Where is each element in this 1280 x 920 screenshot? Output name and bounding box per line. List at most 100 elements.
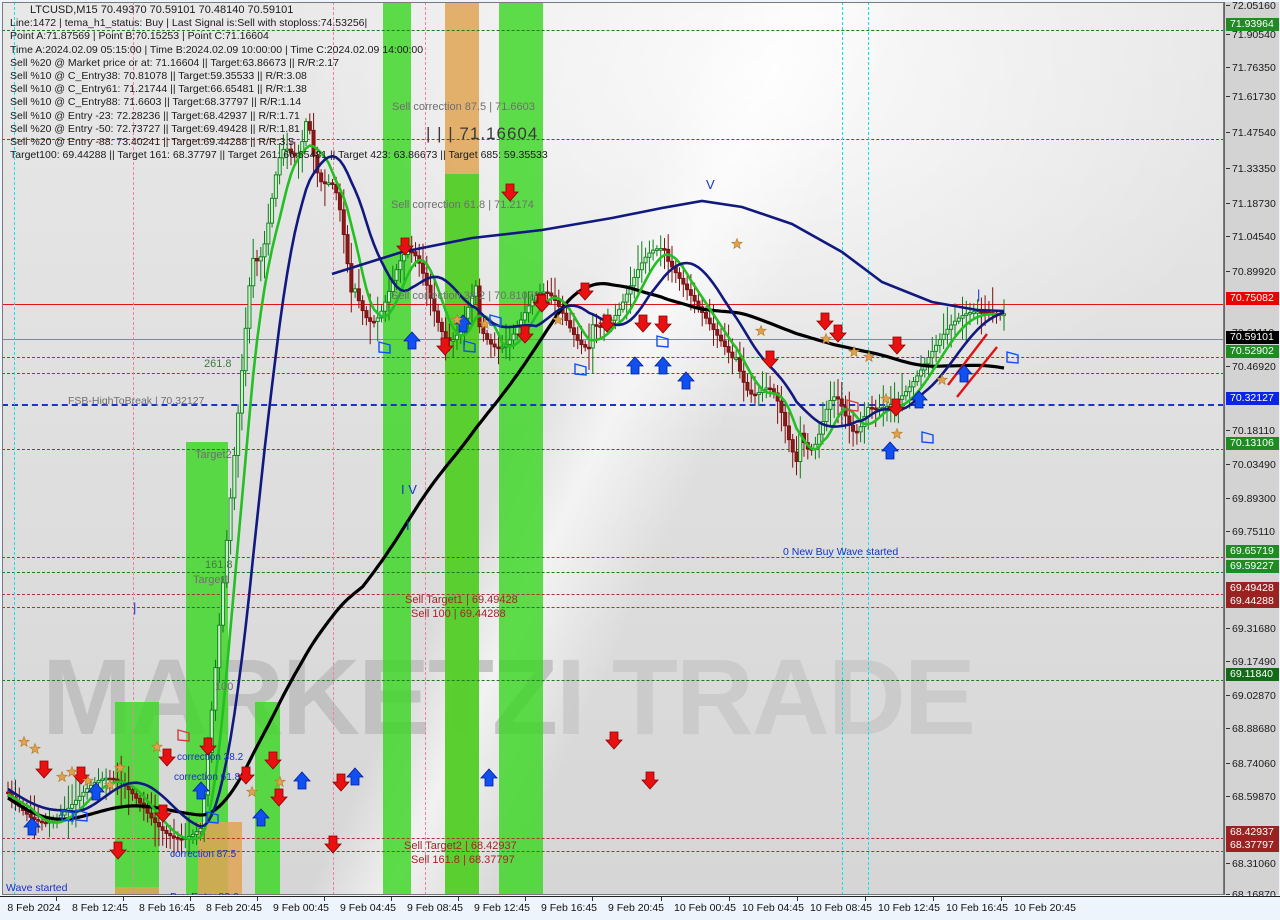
time-sep-3 bbox=[190, 897, 191, 901]
session-band-3 bbox=[499, 2, 543, 895]
time-sep-5 bbox=[324, 897, 325, 901]
buy-arrow-icon bbox=[346, 767, 364, 786]
time-sep-15 bbox=[1001, 897, 1002, 901]
time-tick-6: 9 Feb 08:45 bbox=[406, 902, 464, 914]
symbol-ohlc-line: LTCUSD,M15 70.49370 70.59101 70.48140 70… bbox=[30, 4, 294, 16]
time-marker-1 bbox=[133, 2, 134, 895]
flag-marker-icon bbox=[177, 729, 190, 742]
session-band-7 bbox=[198, 822, 242, 895]
time-marker-5 bbox=[868, 2, 869, 895]
time-sep-10 bbox=[661, 897, 662, 901]
star-marker-icon bbox=[730, 237, 744, 250]
time-sep-14 bbox=[933, 897, 934, 901]
info-row-0: Line:1472 | tema_h1_status: Buy | Last S… bbox=[10, 17, 368, 30]
flag-marker-icon bbox=[206, 811, 219, 824]
buy-arrow-icon bbox=[87, 782, 105, 801]
buy-arrow-icon bbox=[192, 781, 210, 800]
flag-marker-icon bbox=[489, 314, 502, 327]
time-sep-12 bbox=[797, 897, 798, 901]
price-label-70.75082: 70.75082 bbox=[1226, 292, 1279, 305]
time-tick-14: 10 Feb 16:45 bbox=[946, 902, 1008, 914]
star-marker-icon bbox=[879, 392, 893, 405]
time-tick-13: 10 Feb 12:45 bbox=[878, 902, 940, 914]
level-line-71.93964 bbox=[2, 30, 1224, 31]
time-tick-7: 9 Feb 12:45 bbox=[473, 902, 531, 914]
time-marker-2 bbox=[333, 2, 334, 895]
buy-arrow-icon bbox=[654, 356, 672, 375]
time-tick-1: 8 Feb 12:45 bbox=[71, 902, 129, 914]
flag-marker-icon bbox=[921, 431, 934, 444]
buy-arrow-icon bbox=[626, 356, 644, 375]
level-line-70.4692 bbox=[2, 373, 1224, 374]
price-label-69.65719: 69.65719 bbox=[1226, 545, 1279, 558]
time-sep-13 bbox=[865, 897, 866, 901]
sell-arrow-icon bbox=[641, 771, 659, 790]
price-label-68.42937: 68.42937 bbox=[1226, 826, 1279, 839]
sell-arrow-icon bbox=[396, 237, 414, 256]
info-row-1: Point A:71.87569 | Point B:70.15253 | Po… bbox=[10, 30, 269, 43]
price-label-69.49428: 69.49428 bbox=[1226, 582, 1279, 595]
session-band-2 bbox=[445, 174, 479, 895]
time-marker-4 bbox=[842, 2, 843, 895]
flag-marker-icon bbox=[75, 809, 88, 822]
sell-arrow-icon bbox=[634, 314, 652, 333]
price-label-70.52902: 70.52902 bbox=[1226, 345, 1279, 358]
star-marker-icon bbox=[17, 735, 31, 748]
price-tick-70.89920: 70.89920 bbox=[1225, 266, 1279, 278]
time-tick-10: 10 Feb 00:45 bbox=[674, 902, 736, 914]
level-line-71.4754 bbox=[2, 139, 1224, 140]
star-marker-icon bbox=[150, 740, 164, 753]
price-tick-71.33350: 71.33350 bbox=[1225, 163, 1279, 175]
star-marker-icon bbox=[55, 770, 69, 783]
star-marker-icon bbox=[819, 332, 833, 345]
flag-marker-icon bbox=[1006, 351, 1019, 364]
time-sep-9 bbox=[592, 897, 593, 901]
level-line-70.13106 bbox=[2, 449, 1224, 450]
time-tick-5: 9 Feb 04:45 bbox=[339, 902, 397, 914]
price-tick-69.75110: 69.75110 bbox=[1225, 526, 1279, 538]
price-label-70.59101: 70.59101 bbox=[1226, 331, 1279, 344]
star-marker-icon bbox=[478, 317, 492, 330]
time-tick-3: 8 Feb 20:45 bbox=[205, 902, 263, 914]
price-tick-71.18730: 71.18730 bbox=[1225, 198, 1279, 210]
sell-arrow-icon bbox=[888, 336, 906, 355]
level-line-70.52902 bbox=[2, 357, 1224, 358]
price-tick-72.05160: 72.05160 bbox=[1225, 0, 1279, 12]
info-row-6: Sell %10 @ C_Entry88: 71.6603 || Target:… bbox=[10, 96, 302, 109]
time-axis[interactable]: 8 Feb 2024 8 Feb 12:45 8 Feb 16:45 8 Feb 20… bbox=[0, 896, 1280, 920]
price-tick-71.90540: 71.90540 bbox=[1225, 29, 1279, 41]
sell-arrow-icon bbox=[605, 731, 623, 750]
sell-arrow-icon bbox=[829, 324, 847, 343]
star-marker-icon bbox=[113, 761, 127, 774]
time-sep-7 bbox=[458, 897, 459, 901]
flag-marker-icon bbox=[656, 335, 669, 348]
sell-arrow-icon bbox=[654, 315, 672, 334]
price-tick-69.17490: 69.17490 bbox=[1225, 656, 1279, 668]
buy-arrow-icon bbox=[23, 817, 41, 836]
sell-arrow-icon bbox=[35, 760, 53, 779]
star-marker-icon bbox=[754, 324, 768, 337]
level-line-69.65719 bbox=[2, 557, 1224, 558]
star-marker-icon bbox=[273, 775, 287, 788]
price-label-69.11840: 69.11840 bbox=[1226, 668, 1279, 681]
time-sep-11 bbox=[729, 897, 730, 901]
price-axis[interactable]: 72.05160 71.90540 71.76350 71.61730 71.47540… bbox=[1224, 0, 1279, 901]
chart-plot-area[interactable]: MARKETZI TRADE Sell correction 87.5 | 71… bbox=[2, 2, 1224, 895]
time-sep-8 bbox=[525, 897, 526, 901]
info-row-9: Sell %20 @ Entry -88: 73.40241 || Target… bbox=[10, 136, 295, 149]
sell-arrow-icon bbox=[199, 737, 217, 756]
price-label-69.59227: 69.59227 bbox=[1226, 560, 1279, 573]
level-line-68.37797 bbox=[2, 851, 1224, 852]
level-line-70.75082 bbox=[2, 304, 1224, 305]
time-sep-1 bbox=[56, 897, 57, 901]
buy-arrow-icon bbox=[480, 768, 498, 787]
flag-marker-icon bbox=[61, 809, 74, 822]
time-tick-4: 9 Feb 00:45 bbox=[272, 902, 330, 914]
price-tick-69.89300: 69.89300 bbox=[1225, 493, 1279, 505]
info-row-8: Sell %20 @ Entry -50: 72.73727 || Target… bbox=[10, 122, 300, 135]
star-marker-icon bbox=[847, 345, 861, 358]
price-tick-70.03490: 70.03490 bbox=[1225, 459, 1279, 471]
info-row-7: Sell %10 @ Entry -23: 72.28236 || Target… bbox=[10, 109, 300, 122]
info-row-5: Sell %10 @ C_Entry61: 71.21744 || Target… bbox=[10, 83, 307, 96]
